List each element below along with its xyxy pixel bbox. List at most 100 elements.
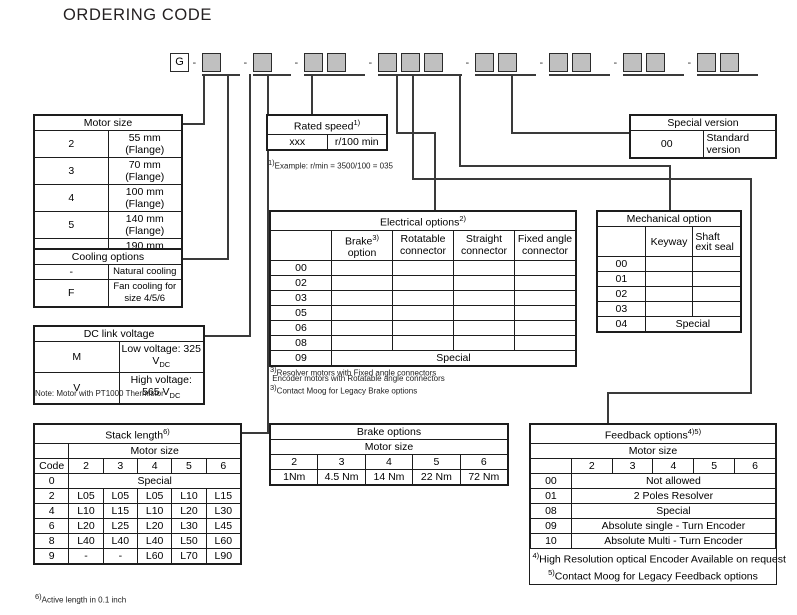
mechanical-col-hdr: Shaft exit seal xyxy=(692,226,741,257)
electrical-cell xyxy=(392,290,454,306)
brake-value: 14 Nm xyxy=(364,469,414,485)
feedback-code: 00 xyxy=(530,472,572,489)
dc-link-note: Note: Motor with PT1000 Thermistor xyxy=(35,389,164,398)
motor-size-desc: 100 mm (Flange) xyxy=(107,184,182,212)
code-box-2-1[interactable] xyxy=(327,53,346,72)
stack-val: L40 xyxy=(68,532,104,549)
stack-val: L30 xyxy=(205,502,242,519)
code-separator: - xyxy=(613,57,618,69)
motor-size-desc: 140 mm (Flange) xyxy=(107,211,182,239)
stack-val: L10 xyxy=(171,487,207,504)
table-row: 00 Not allowed xyxy=(530,472,777,489)
rated-speed-desc: r/100 min xyxy=(326,133,387,150)
stack-code: 4 xyxy=(33,502,70,519)
code-box-2-0[interactable] xyxy=(304,53,323,72)
fn-sup: 4) xyxy=(532,550,540,560)
code-box-6-1[interactable] xyxy=(646,53,665,72)
connector-feedback-h2 xyxy=(608,392,752,394)
table-row: 0 Special xyxy=(33,472,241,489)
table-row: 09 Special xyxy=(270,350,576,366)
stack-size-hdr: 6 xyxy=(205,457,242,474)
brake-motor-size-label: Motor size xyxy=(270,439,508,455)
fn-sup: 3) xyxy=(270,365,277,374)
electrical-cell xyxy=(331,305,393,321)
dc-link-code: V xyxy=(34,372,120,405)
electrical-code: 02 xyxy=(270,275,332,291)
code-box-3-0[interactable] xyxy=(378,53,397,72)
connector-special-h xyxy=(511,132,629,134)
stack-size-hdr: 3 xyxy=(102,457,138,474)
code-separator: - xyxy=(192,57,197,69)
cooling-code: - xyxy=(34,264,109,280)
table-row: 4 L10 L15 L10 L20 L30 xyxy=(33,502,242,519)
code-box-3-2[interactable] xyxy=(424,53,443,72)
mechanical-cell xyxy=(692,271,741,287)
table-row: 09 Absolute single - Turn Encoder xyxy=(530,517,777,534)
stack-val: L10 xyxy=(136,502,173,519)
brake-options-table: Brake options Motor size 2 3 4 5 6 1Nm 4… xyxy=(269,423,509,486)
brake-size-hdr: 5 xyxy=(412,454,461,470)
electrical-cell xyxy=(514,290,576,306)
code-box-letter[interactable]: G xyxy=(170,53,189,72)
col-line2: connector xyxy=(399,245,447,258)
motor-size-header: Motor size xyxy=(34,115,182,131)
brake-size-hdr: 4 xyxy=(364,454,414,470)
code-box-1-0[interactable] xyxy=(253,53,272,72)
motor-size-desc: 70 mm (Flange) xyxy=(107,157,182,185)
dc-link-desc-text: High voltage: 565 V xyxy=(130,374,192,399)
connector-feedback-h1 xyxy=(412,178,752,180)
electrical-cell xyxy=(453,305,515,321)
mechanical-code: 03 xyxy=(597,301,646,317)
connector-cooling-v xyxy=(227,74,229,259)
stack-val: L05 xyxy=(102,487,138,504)
cooling-options-header: Cooling options xyxy=(34,249,182,265)
table-row: 4)High Resolution optical Encoder Availa… xyxy=(530,548,786,566)
code-box-0-0[interactable] xyxy=(202,53,221,72)
stack-val: L20 xyxy=(68,517,104,534)
code-box-7-0[interactable] xyxy=(697,53,716,72)
connector-dclink-v xyxy=(249,74,251,336)
code-box-5-0[interactable] xyxy=(549,53,568,72)
electrical-header-sup: 2) xyxy=(459,214,467,223)
electrical-cell xyxy=(514,335,576,351)
dc-link-header: DC link voltage xyxy=(34,326,204,342)
dc-link-desc-sub: DC xyxy=(169,391,181,401)
code-box-4-0[interactable] xyxy=(475,53,494,72)
code-box-5-1[interactable] xyxy=(572,53,591,72)
electrical-cell xyxy=(453,260,515,276)
stack-val: L45 xyxy=(205,517,242,534)
stack-val: - xyxy=(68,547,104,564)
table-row: V High voltage: 565 VDC xyxy=(34,372,204,405)
table-row: 5 140 mm (Flange) xyxy=(34,211,182,239)
table-row: Motor size xyxy=(33,442,241,459)
fn-sup: 5) xyxy=(548,568,555,577)
electrical-code: 05 xyxy=(270,305,332,321)
table-row: 4 100 mm (Flange) xyxy=(34,184,182,212)
fn-sup: 3) xyxy=(270,383,277,392)
feedback-desc: Absolute single - Turn Encoder xyxy=(570,517,777,534)
code-box-3-1[interactable] xyxy=(401,53,420,72)
code-box-4-1[interactable] xyxy=(498,53,517,72)
connector-motor-size-h xyxy=(183,123,205,125)
stack-val: L05 xyxy=(136,487,173,504)
stack-val: L20 xyxy=(136,517,173,534)
connector-electrical-v1 xyxy=(396,76,398,133)
code-box-7-1[interactable] xyxy=(720,53,739,72)
rated-speed-header-sup: 1) xyxy=(353,118,361,127)
code-box-6-0[interactable] xyxy=(623,53,642,72)
table-row: Keyway Shaft exit seal xyxy=(597,226,741,257)
electrical-cell xyxy=(453,275,515,291)
table-row: Brake3) option Rotatable connector Straigh… xyxy=(270,229,576,261)
electrical-cell xyxy=(331,260,393,276)
feedback-options-table: Feedback options4)5) Motor size 2 3 4 5 … xyxy=(529,423,786,585)
stack-val: L50 xyxy=(171,532,207,549)
table-row: 6 L20 L25 L20 L30 L45 xyxy=(33,517,242,534)
table-row: M Low voltage: 325 VDC xyxy=(34,340,204,374)
feedback-size-hdr: 5 xyxy=(693,457,736,474)
electrical-options-table: Electrical options2) Brake3) option Rotat… xyxy=(269,210,577,367)
feedback-motor-size-label: Motor size xyxy=(530,442,776,459)
col-line2: connector xyxy=(521,245,569,258)
code-group-bar-2 xyxy=(304,74,365,77)
col-line2: connector xyxy=(460,245,508,258)
code-separator: - xyxy=(243,57,248,69)
